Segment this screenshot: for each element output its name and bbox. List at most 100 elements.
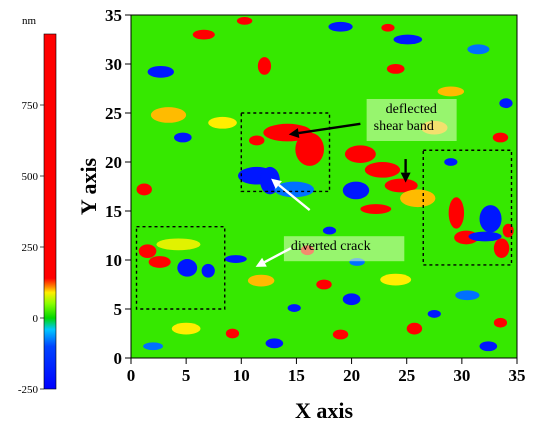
heatmap-feature <box>364 162 401 178</box>
x-tick-label: 35 <box>509 366 526 385</box>
heatmap-feature <box>138 244 157 259</box>
heatmap-feature <box>406 322 423 335</box>
heatmap-feature <box>400 189 436 208</box>
heatmap-feature <box>381 23 395 32</box>
colorbar-unit-label: nm <box>22 15 37 27</box>
heatmap-feature <box>150 107 187 123</box>
y-tick-label: 35 <box>105 6 122 25</box>
heatmap-feature <box>380 273 412 286</box>
x-tick-label: 0 <box>127 366 136 385</box>
y-tick-label: 20 <box>105 153 122 172</box>
heatmap-feature <box>174 132 192 143</box>
heatmap-feature <box>143 342 163 351</box>
annotation-text: deflected <box>386 102 437 117</box>
heatmap-feature <box>342 181 370 200</box>
y-tick-label: 0 <box>114 349 123 368</box>
annotation-label: diverted crack <box>283 236 405 262</box>
heatmap-feature <box>332 329 349 340</box>
y-axis-ticks: 0 5 10 15 20 25 30 35 <box>105 6 131 368</box>
y-tick-label: 30 <box>105 55 122 74</box>
annotation-box <box>422 149 513 266</box>
heatmap-feature <box>493 317 508 328</box>
heatmap-feature <box>249 135 265 146</box>
heatmap-feature <box>201 263 215 278</box>
plot-background <box>131 15 517 358</box>
white-arrow <box>271 178 311 211</box>
heatmap-feature <box>384 178 418 193</box>
colorbar: nm -250 0 250 500 750 <box>18 15 57 396</box>
heatmap-feature <box>236 16 253 25</box>
heatmap-feature <box>448 197 465 229</box>
heatmap-feature <box>427 309 441 318</box>
heatmap-feature <box>328 21 353 32</box>
heatmap-feature <box>148 256 171 268</box>
heatmap-feature <box>444 158 458 166</box>
x-tick-label: 20 <box>343 366 360 385</box>
heatmap-feature <box>492 132 509 143</box>
heatmap-feature <box>224 255 247 263</box>
colorbar-tick-label: 0 <box>33 313 39 325</box>
heatmap-feature <box>467 44 490 55</box>
annotation-label-backdrop <box>366 99 457 141</box>
heatmap-feature <box>263 123 312 142</box>
heatmap-feature <box>265 338 284 349</box>
annotation-labels: deflected shear band diverted crack <box>283 99 457 262</box>
black-arrow <box>288 122 361 139</box>
heatmap-feature <box>247 274 275 287</box>
x-axis-ticks: 0 5 10 15 20 25 30 35 <box>127 358 526 385</box>
heatmap-feature <box>322 226 337 235</box>
heatmap-feature <box>260 166 280 195</box>
colorbar-tick-label: 500 <box>22 171 39 183</box>
heatmap-feature <box>257 57 272 75</box>
heatmap-feature <box>316 279 332 290</box>
heatmap-feature <box>342 293 361 306</box>
plot-frame <box>130 14 518 359</box>
y-tick-label: 5 <box>114 300 123 319</box>
heatmap-feature <box>287 304 301 312</box>
heatmap-feature <box>156 238 201 251</box>
x-axis-title: X axis <box>295 398 354 423</box>
heatmap-feature <box>479 205 502 233</box>
heatmap-feature <box>295 132 325 166</box>
y-axis-title: Y axis <box>76 157 101 215</box>
annotation-label: deflected shear band <box>366 99 457 141</box>
heatmap-feature <box>479 341 498 352</box>
heatmap-feature <box>177 259 198 277</box>
heatmap-features <box>136 16 514 352</box>
heatmap-feature <box>455 290 480 301</box>
heatmap-feature <box>208 116 237 129</box>
annotation-box <box>135 225 226 310</box>
heatmap-feature <box>386 64 405 74</box>
heatmap-feature <box>192 29 215 40</box>
heatmap-feature <box>136 183 152 196</box>
colorbar-tick-label: 750 <box>22 100 39 112</box>
heatmap-feature <box>274 181 315 198</box>
colorbar-ticks: -250 0 250 500 750 <box>18 100 44 396</box>
heatmap-feature <box>147 65 175 78</box>
y-tick-label: 25 <box>105 104 122 123</box>
y-tick-label: 10 <box>105 251 122 270</box>
colorbar-tick-label: -250 <box>18 384 39 396</box>
x-tick-label: 25 <box>398 366 415 385</box>
colorbar-tick-label: 250 <box>22 242 39 254</box>
heatmap-feature <box>499 98 513 109</box>
heatmap-feature <box>360 204 392 214</box>
annotation-text: shear band <box>374 119 434 134</box>
annotation-text: diverted crack <box>291 239 371 254</box>
black-arrow <box>400 159 411 183</box>
x-tick-label: 15 <box>288 366 305 385</box>
heatmap-feature <box>468 231 502 242</box>
colorbar-gradient <box>43 33 57 390</box>
heatmap-plot: deflected shear band diverted crack <box>130 14 518 359</box>
x-tick-label: 5 <box>182 366 191 385</box>
heatmap-feature <box>225 328 240 339</box>
x-tick-label: 10 <box>233 366 250 385</box>
x-tick-label: 30 <box>453 366 470 385</box>
heatmap-feature <box>493 238 510 259</box>
heatmap-feature <box>344 145 376 163</box>
white-arrow <box>255 247 292 267</box>
heatmap-feature <box>437 86 465 97</box>
heatmap-feature <box>393 34 423 45</box>
annotation-arrows <box>255 122 411 267</box>
